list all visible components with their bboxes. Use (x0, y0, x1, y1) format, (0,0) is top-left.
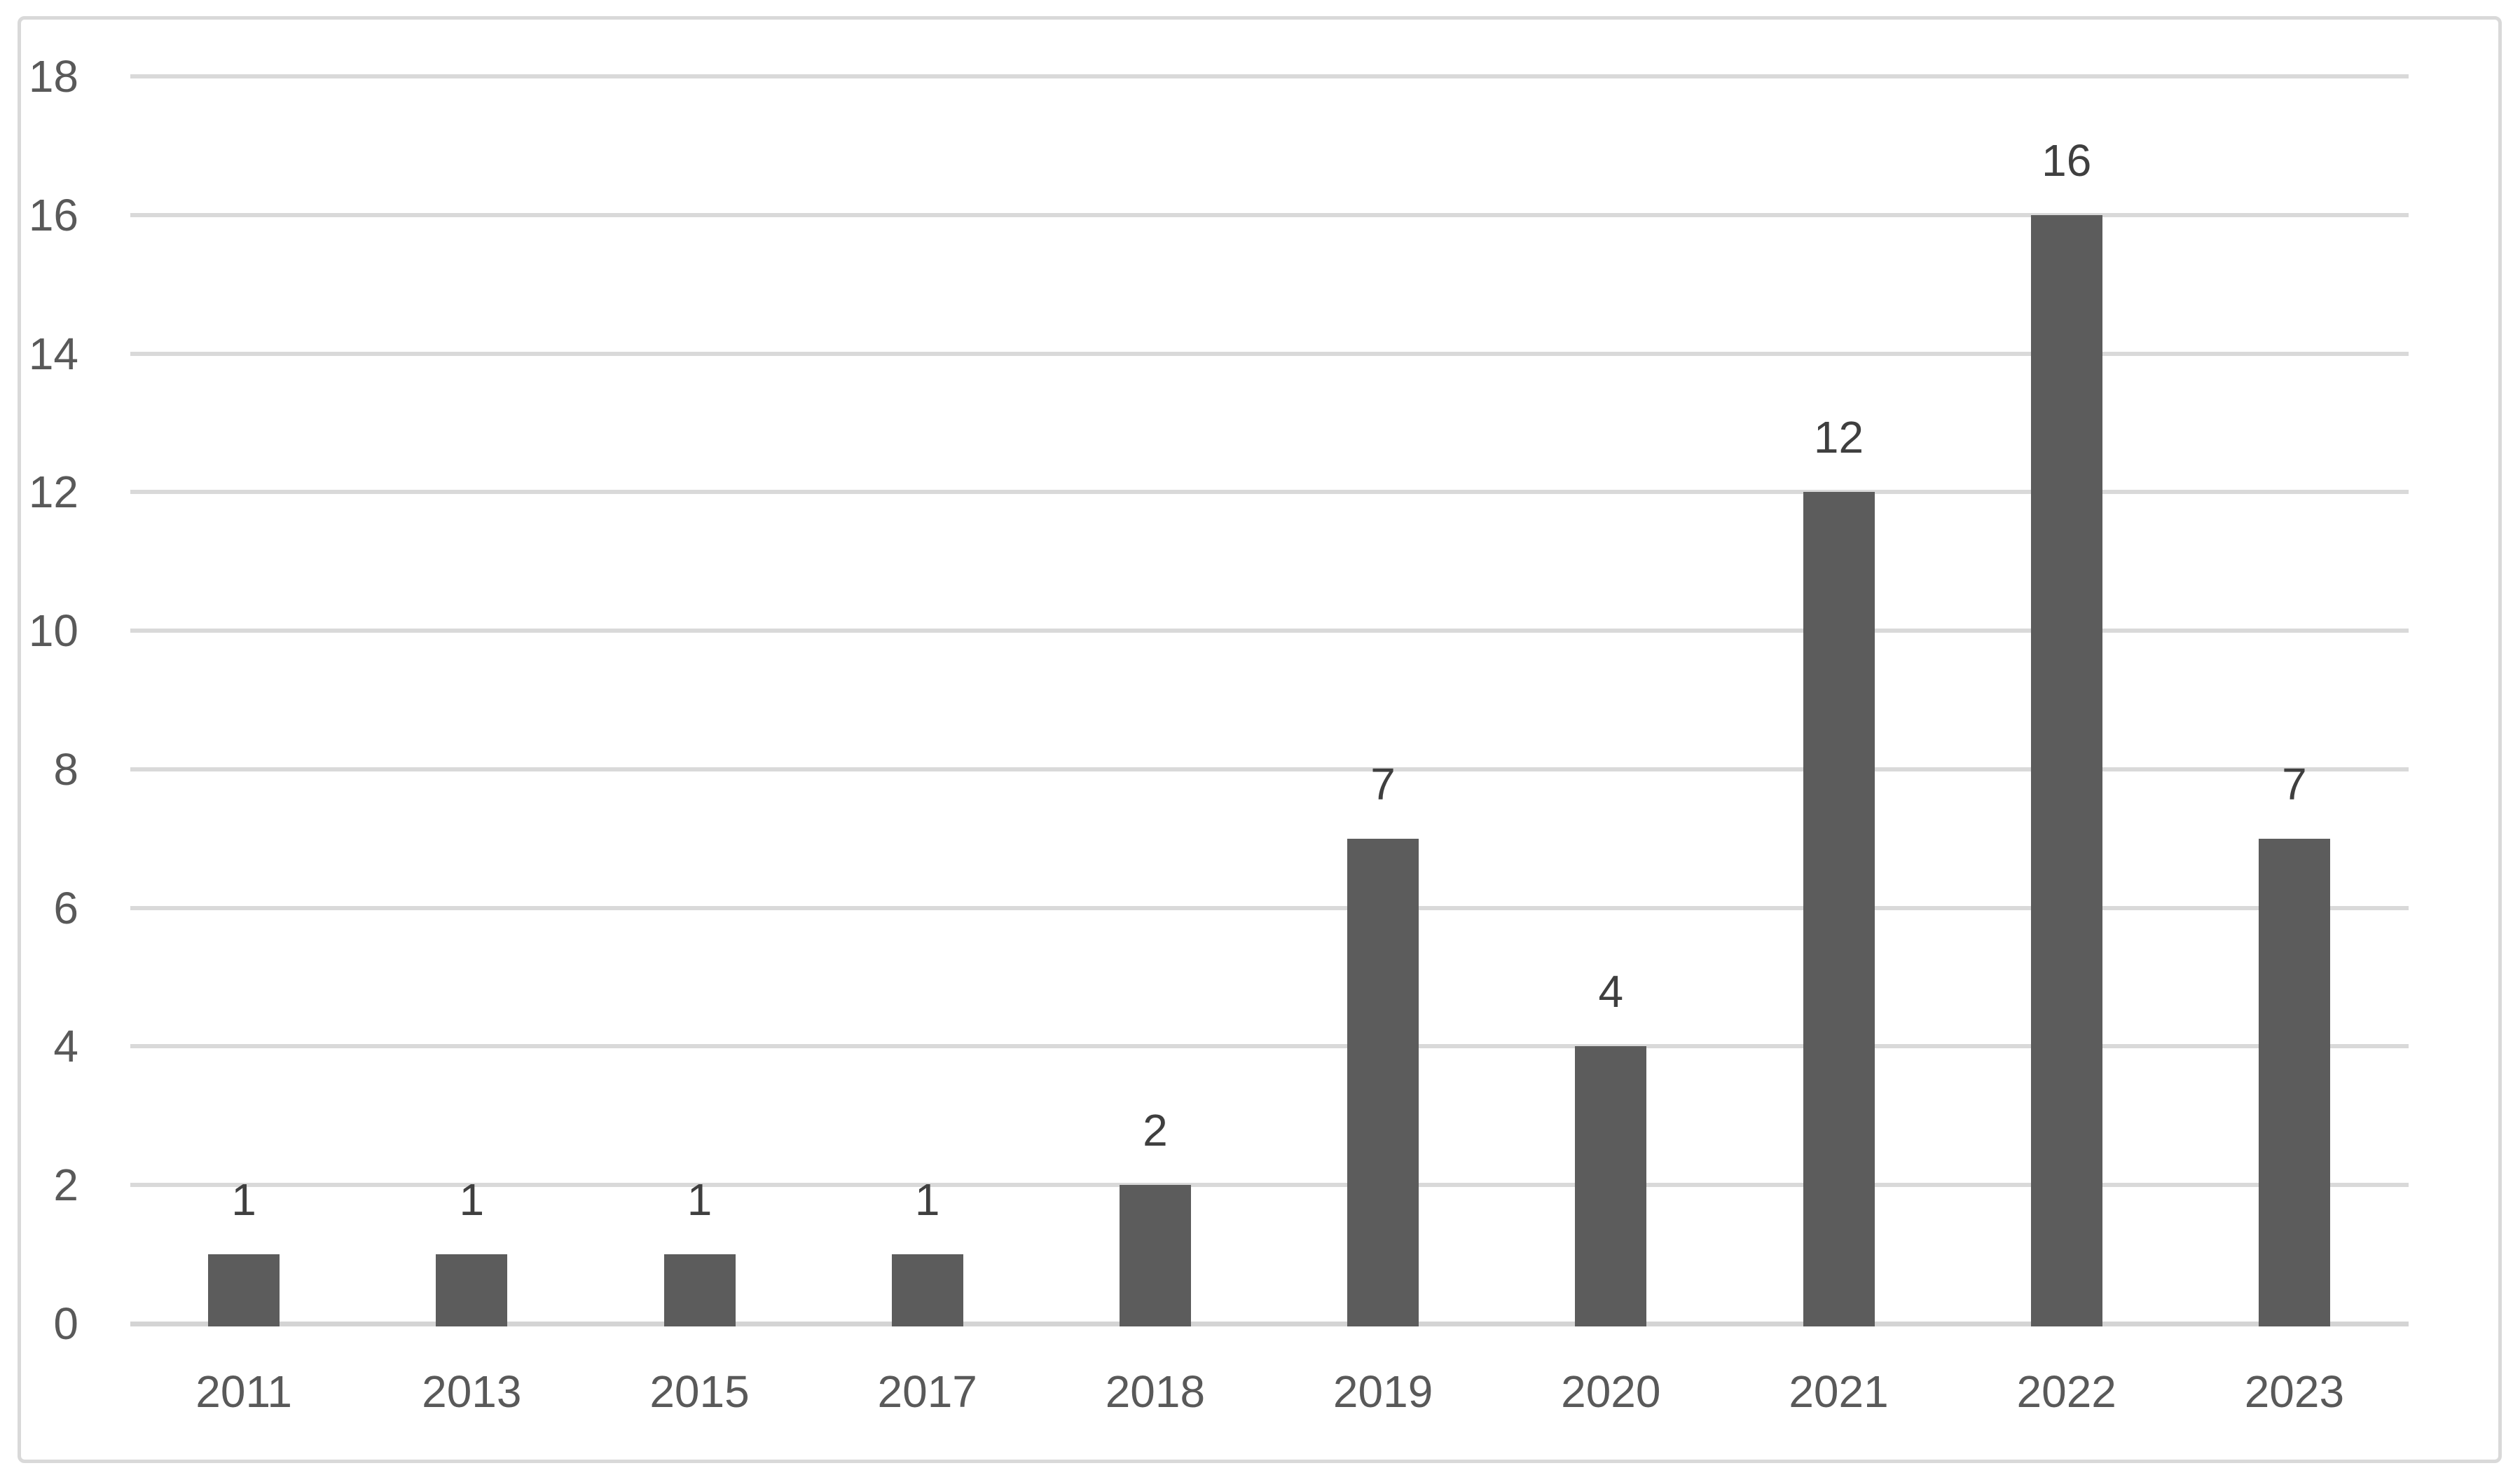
x-tick-label: 2013 (422, 1366, 522, 1417)
x-tick-label: 2019 (1333, 1366, 1433, 1417)
bar-value-label: 7 (2282, 758, 2307, 809)
x-tick-label: 2015 (649, 1366, 750, 1417)
y-gridline (130, 351, 2409, 356)
x-tick-label: 2011 (195, 1366, 292, 1417)
bar-value-label: 1 (687, 1174, 712, 1226)
bar-value-label: 2 (1143, 1105, 1168, 1156)
y-gridline (130, 629, 2409, 633)
x-axis-line (130, 1322, 2409, 1326)
y-tick-label: 12 (28, 467, 78, 518)
bar-value-label: 1 (459, 1174, 485, 1226)
y-tick-label: 16 (28, 189, 78, 240)
x-tick-label: 2017 (877, 1366, 977, 1417)
y-tick-label: 2 (53, 1160, 78, 1211)
y-tick-label: 0 (53, 1298, 78, 1349)
y-gridline (130, 1183, 2409, 1188)
y-tick-label: 8 (53, 743, 78, 795)
y-tick-label: 18 (28, 51, 78, 102)
bar (2030, 214, 2102, 1326)
x-tick-label: 2022 (2016, 1366, 2116, 1417)
bar (891, 1254, 963, 1326)
y-gridline (130, 767, 2409, 771)
chart-border (18, 16, 2502, 1463)
y-tick-label: 14 (28, 328, 78, 379)
bar-value-label: 12 (1813, 412, 1864, 463)
bar-value-label: 4 (1598, 966, 1624, 1017)
bar-value-label: 1 (914, 1174, 940, 1226)
y-gridline (130, 490, 2409, 495)
bar (208, 1254, 280, 1326)
bar (1347, 838, 1419, 1326)
bar-value-label: 7 (1370, 758, 1396, 809)
bar (1119, 1185, 1191, 1326)
y-gridline (130, 212, 2409, 217)
bar-value-label: 16 (2042, 135, 2092, 186)
bar (436, 1254, 508, 1326)
x-tick-label: 2021 (1789, 1366, 1889, 1417)
bar (663, 1254, 736, 1326)
x-tick-label: 2018 (1105, 1366, 1206, 1417)
y-tick-label: 4 (53, 1021, 78, 1072)
y-tick-label: 6 (53, 882, 78, 933)
y-gridline (130, 905, 2409, 910)
bar (1575, 1046, 1647, 1326)
y-tick-label: 10 (28, 605, 78, 657)
bar (2258, 838, 2330, 1326)
bar-value-label: 1 (231, 1174, 256, 1226)
y-gridline (130, 74, 2409, 78)
x-tick-label: 2020 (1561, 1366, 1661, 1417)
x-tick-label: 2023 (2244, 1366, 2345, 1417)
bar (1803, 492, 1875, 1326)
y-gridline (130, 1044, 2409, 1049)
